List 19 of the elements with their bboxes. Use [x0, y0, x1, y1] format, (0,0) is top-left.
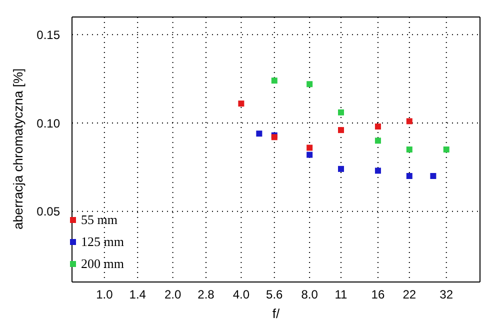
x-tick-label: 4.0	[232, 288, 250, 302]
x-tick-label: 11	[334, 288, 348, 302]
x-tick-label: 1.4	[129, 288, 146, 302]
legend-label: 125 mm	[81, 233, 124, 251]
y-tick-label: 0.15	[36, 28, 60, 42]
y-axis-title: aberracja chromatyczna [%]	[10, 68, 26, 230]
x-tick-label: 2.0	[164, 288, 182, 302]
x-tick-label: 2.8	[198, 288, 215, 302]
x-axis-title: f/	[272, 306, 280, 321]
legend-label: 200 mm	[81, 255, 124, 273]
x-tick-label: 22	[402, 288, 416, 302]
x-tick-label: 32	[440, 288, 454, 302]
y-tick-label: 0.10	[36, 116, 60, 130]
x-tick-label: 5.6	[266, 288, 284, 302]
x-tick-label: 1.0	[96, 288, 114, 302]
y-tick-label: 0.05	[36, 204, 60, 219]
x-tick-label: 8.0	[301, 288, 318, 302]
x-tick-label: 16	[371, 288, 385, 302]
legend-label: 55 mm	[81, 211, 118, 229]
